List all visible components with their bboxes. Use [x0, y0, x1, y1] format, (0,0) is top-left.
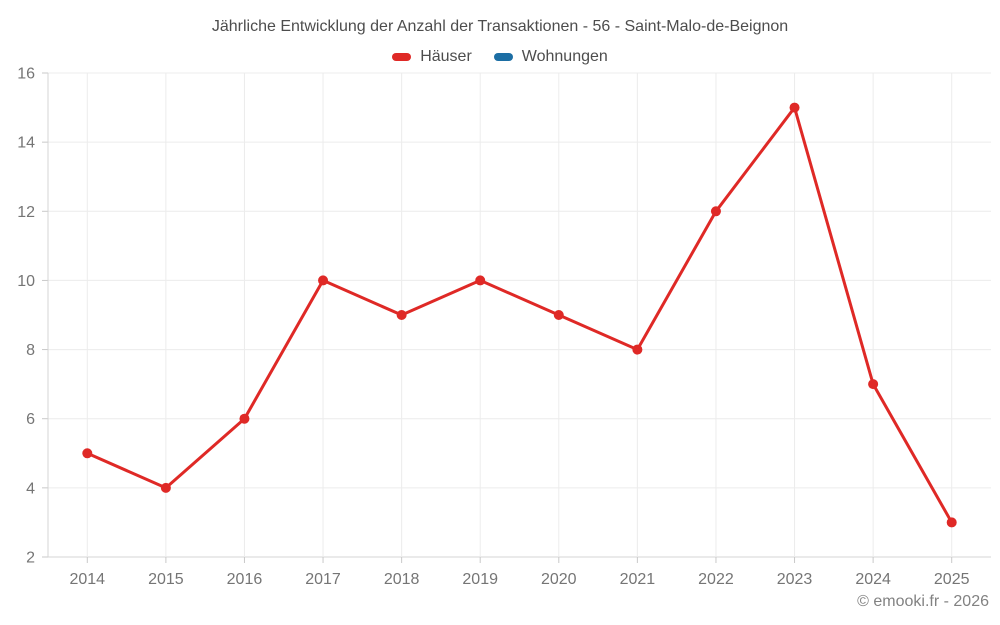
data-point-2021[interactable]	[632, 344, 643, 355]
y-axis-label: 6	[26, 411, 35, 428]
data-point-2022[interactable]	[710, 206, 721, 217]
data-point-2020[interactable]	[553, 310, 564, 320]
legend-swatch-wohnungen-icon	[493, 53, 513, 61]
x-axis-label: 2017	[305, 571, 341, 588]
data-point-2015[interactable]	[160, 482, 171, 493]
data-point-2019[interactable]	[475, 275, 486, 286]
data-point-2024[interactable]	[868, 379, 879, 390]
x-axis-label: 2019	[462, 571, 498, 588]
x-axis-label: 2015	[148, 571, 184, 588]
data-point-2014[interactable]	[82, 448, 93, 459]
copyright: © emooki.fr - 2026	[857, 593, 989, 610]
y-axis-label: 14	[17, 135, 35, 152]
y-axis-label: 2	[26, 550, 35, 567]
series-line-0	[85, 106, 954, 524]
legend-item-hauser[interactable]: Häuser	[392, 48, 472, 66]
data-point-2018[interactable]	[396, 310, 407, 320]
data-point-2016[interactable]	[239, 413, 250, 424]
legend-swatch-hauser-icon	[392, 53, 412, 61]
x-axis-label: 2021	[620, 571, 656, 588]
y-axis-label: 12	[17, 204, 35, 221]
x-axis-label: 2024	[855, 571, 891, 588]
legend-label-wohnungen: Wohnungen	[521, 48, 608, 65]
x-axis-label: 2023	[777, 571, 813, 588]
x-axis-label: 2018	[384, 571, 420, 588]
x-axis-label: 2022	[698, 571, 734, 588]
legend: Häuser Wohnungen	[0, 46, 1000, 68]
legend-item-wohnungen[interactable]: Wohnungen	[493, 48, 608, 66]
x-axis-label: 2025	[934, 571, 970, 588]
x-axis-label: 2014	[69, 571, 105, 588]
x-axis-label: 2020	[541, 571, 577, 588]
chart-title: Jährliche Entwicklung der Anzahl der Tra…	[211, 18, 789, 35]
data-point-2025[interactable]	[946, 517, 957, 528]
y-axis-label: 8	[26, 342, 35, 359]
y-axis-label: 4	[26, 480, 35, 497]
data-point-2017[interactable]	[318, 275, 329, 286]
x-axis-label: 2016	[227, 571, 263, 588]
legend-label-hauser: Häuser	[420, 48, 472, 65]
data-point-2023[interactable]	[789, 102, 800, 113]
y-axis-label: 16	[17, 66, 35, 83]
y-axis-label: 10	[17, 273, 35, 290]
